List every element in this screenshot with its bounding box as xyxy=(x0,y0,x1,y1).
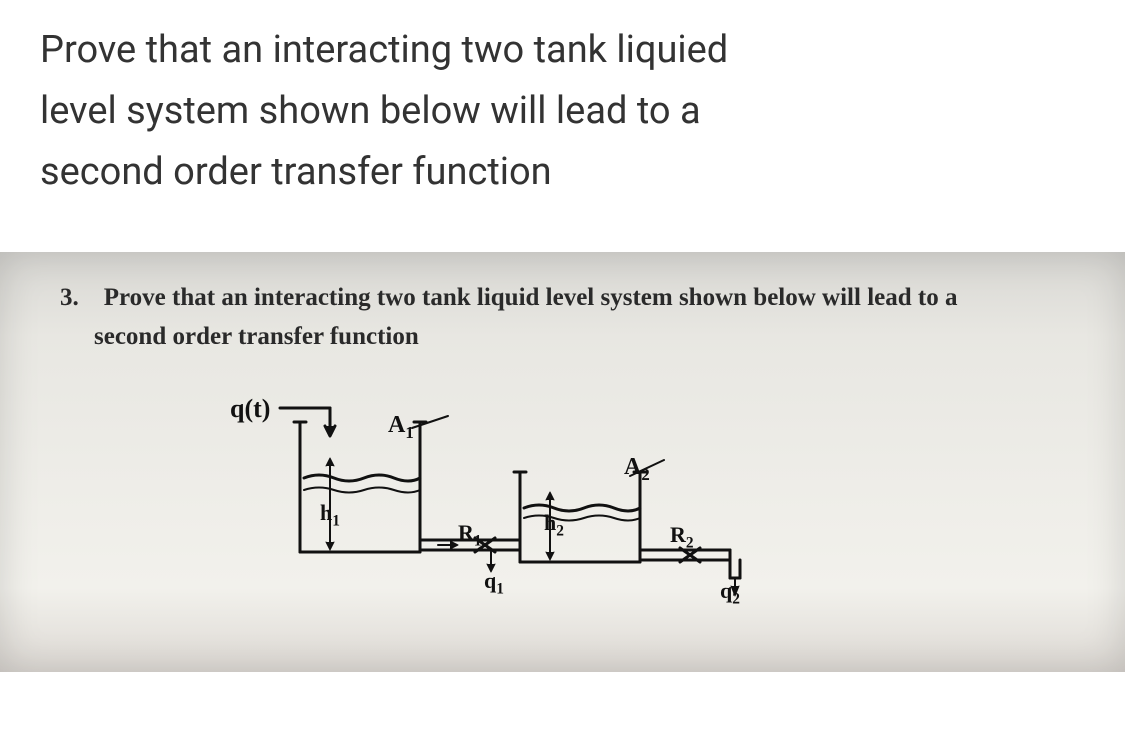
label-R2: R2 xyxy=(670,522,694,552)
label-A2: A2 xyxy=(624,454,650,485)
problem-line-2: second order transfer function xyxy=(94,319,1065,355)
problem-number: 3. xyxy=(60,284,79,311)
label-q_t: q(t) xyxy=(230,394,270,424)
label-q1: q1 xyxy=(484,568,504,598)
top-line-1: Prove that an interacting two tank liqui… xyxy=(40,20,1085,81)
embedded-photo: 3. Prove that an interacting two tank li… xyxy=(0,252,1125,672)
top-line-3: second order transfer function xyxy=(40,142,1085,203)
page: Prove that an interacting two tank liqui… xyxy=(0,0,1125,743)
problem-text: 3. Prove that an interacting two tank li… xyxy=(60,280,1065,355)
top-statement: Prove that an interacting two tank liqui… xyxy=(0,0,1125,232)
label-h1: h1 xyxy=(320,500,340,530)
label-h2: h2 xyxy=(544,510,564,540)
top-line-2: level system shown below will lead to a xyxy=(40,81,1085,142)
label-A1: A1 xyxy=(388,412,414,443)
problem-line-1: Prove that an interacting two tank liqui… xyxy=(104,284,958,311)
label-q2: q2 xyxy=(720,578,740,608)
tank-diagram: q(t) A1 h1 R1q1 A2 h2 R2 q2 xyxy=(230,392,830,642)
label-R1: R1 xyxy=(458,520,482,550)
